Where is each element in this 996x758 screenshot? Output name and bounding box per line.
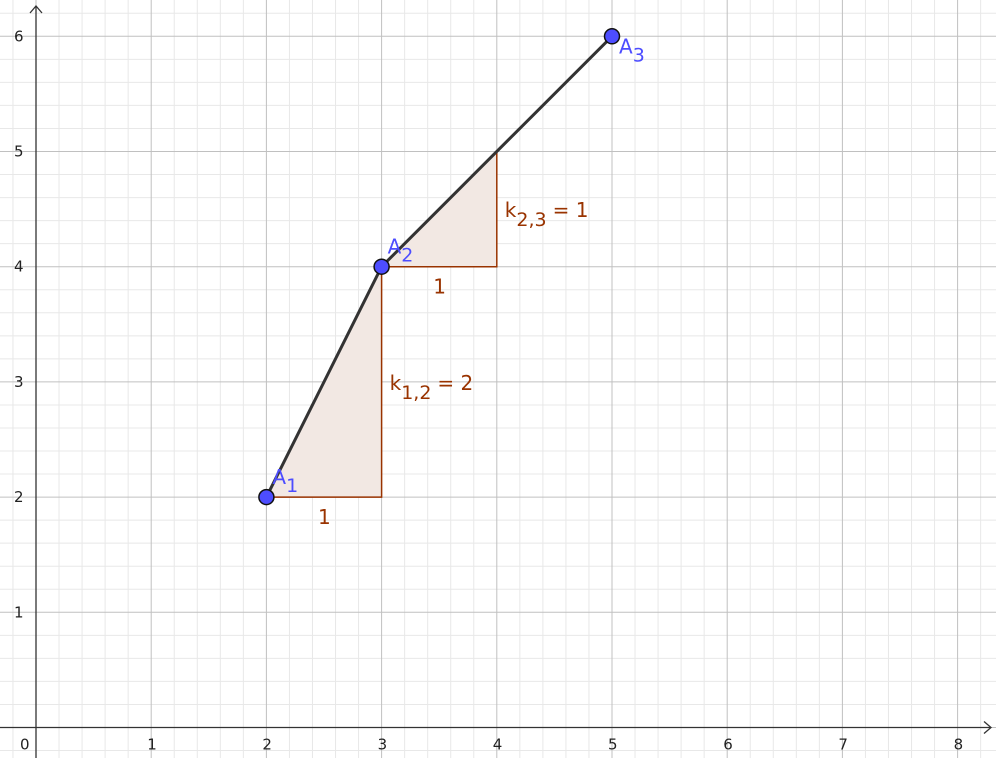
x-tick-label: 5	[608, 736, 618, 754]
slope-value: = 2	[437, 371, 473, 395]
x-tick-label: 1	[147, 736, 157, 754]
slope-label: k2,3 = 1	[505, 198, 589, 231]
segment	[265, 266, 383, 498]
y-tick-label: 5	[14, 143, 24, 161]
tick-labels: 0 1 2 3 4 5 6 7 8 1 2 3 4 5 6	[14, 27, 963, 753]
x-tick-label: 6	[723, 736, 733, 754]
x-tick-label: 4	[493, 736, 503, 754]
y-tick-label: 4	[14, 258, 24, 276]
x-tick-label: 2	[262, 736, 272, 754]
polyline-segments	[265, 35, 614, 498]
axes	[0, 5, 992, 758]
y-tick-label: 2	[14, 488, 24, 506]
slope-label: k1,2 = 2	[390, 371, 474, 404]
point-label: A3	[619, 34, 645, 66]
run-label: 1	[318, 505, 331, 529]
segment	[380, 35, 614, 268]
point[interactable]	[258, 488, 275, 506]
x-tick-label: 7	[838, 736, 848, 754]
slope-symbol: k	[390, 371, 402, 395]
points: A1 A2 A3	[258, 28, 645, 506]
x-tick-label: 3	[378, 736, 388, 754]
run-label: 1	[433, 275, 446, 299]
slope-value: = 1	[553, 198, 589, 222]
y-tick-label: 3	[14, 373, 24, 391]
point[interactable]	[373, 258, 390, 275]
slope-subscript: 1,2	[401, 382, 431, 404]
slope-triangle-legs	[381, 151, 498, 268]
slope-subscript: 2,3	[516, 209, 546, 231]
x-tick-label: 8	[954, 736, 964, 754]
slope-triangle-legs	[266, 266, 383, 498]
point[interactable]	[603, 28, 621, 45]
x-axis-arrow	[983, 721, 992, 734]
point-label: A1	[272, 465, 298, 497]
y-axis-arrow	[29, 5, 43, 14]
y-tick-label: 1	[14, 603, 24, 621]
y-tick-label: 6	[14, 27, 24, 45]
slope-symbol: k	[505, 198, 517, 222]
x-tick-label: 0	[20, 736, 30, 754]
point-label: A2	[388, 235, 414, 267]
